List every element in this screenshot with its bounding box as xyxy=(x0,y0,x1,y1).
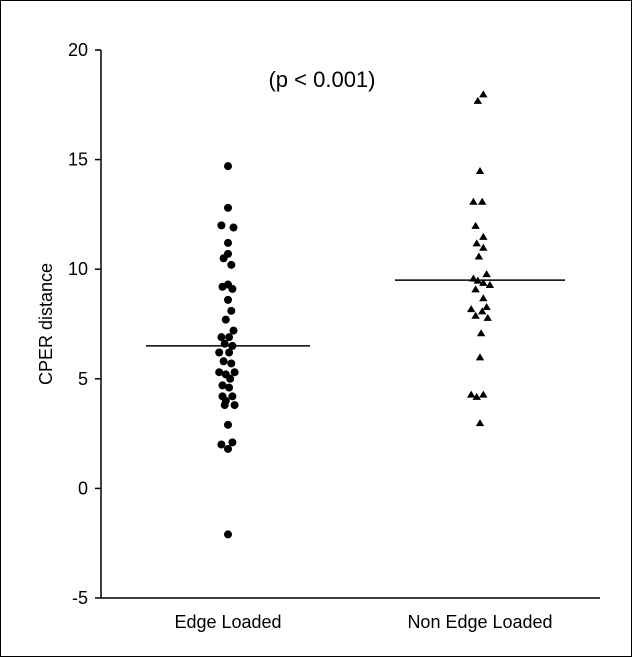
non-edge-loaded-point xyxy=(475,353,485,361)
edge-loaded-point xyxy=(224,420,232,429)
edge-loaded-point xyxy=(217,440,226,449)
data-points xyxy=(215,90,495,539)
edge-loaded-point xyxy=(217,333,226,342)
non-edge-loaded-point xyxy=(471,285,480,293)
non-edge-loaded-point xyxy=(485,281,495,289)
edge-loaded-point xyxy=(220,401,229,410)
edge-loaded-point xyxy=(229,223,238,232)
non-edge-loaded-point xyxy=(479,243,488,251)
non-edge-loaded-point xyxy=(482,270,491,278)
y-axis-label: CPER distance xyxy=(36,263,56,385)
edge-loaded-point xyxy=(227,306,236,315)
edge-loaded-point xyxy=(228,284,237,293)
y-tick-label: 5 xyxy=(78,369,88,389)
edge-loaded-point xyxy=(215,348,224,357)
edge-loaded-point xyxy=(227,260,236,269)
edge-loaded-point xyxy=(224,444,232,453)
edge-loaded-point xyxy=(224,162,232,171)
edge-loaded-point xyxy=(217,221,226,230)
edge-loaded-point xyxy=(224,295,232,304)
edge-loaded-point xyxy=(215,368,224,377)
non-edge-loaded-point xyxy=(471,311,480,319)
non-edge-loaded-point xyxy=(479,90,488,98)
edge-loaded-point xyxy=(227,359,236,368)
non-edge-loaded-point xyxy=(482,302,491,310)
p-value-annotation: (p < 0.001) xyxy=(268,67,375,92)
y-tick-label: 10 xyxy=(68,259,88,279)
edge-loaded-point xyxy=(224,530,232,539)
non-edge-loaded-point xyxy=(469,197,478,205)
edge-loaded-point xyxy=(219,357,228,366)
edge-loaded-point xyxy=(224,203,232,212)
non-edge-loaded-point xyxy=(479,390,488,398)
edge-loaded-point xyxy=(221,315,230,324)
non-edge-loaded-point xyxy=(467,305,476,313)
non-edge-loaded-point xyxy=(478,197,487,205)
non-edge-loaded-point xyxy=(475,167,485,175)
non-edge-loaded-point xyxy=(479,232,488,240)
category-labels: Edge Loaded Non Edge Loaded xyxy=(174,612,552,632)
axes xyxy=(100,50,600,599)
edge-loaded-point xyxy=(224,238,232,247)
edge-loaded-point xyxy=(225,333,234,342)
edge-loaded-point xyxy=(228,438,237,447)
edge-loaded-point xyxy=(218,381,227,390)
non-edge-loaded-point xyxy=(483,313,492,321)
y-tick-label: 0 xyxy=(78,478,88,498)
non-edge-loaded-point xyxy=(474,252,484,260)
non-edge-loaded-point xyxy=(478,307,487,315)
edge-loaded-point xyxy=(225,383,234,392)
non-edge-loaded-point xyxy=(473,96,482,104)
non-edge-loaded-point xyxy=(471,221,480,229)
edge-loaded-point xyxy=(229,326,238,335)
edge-loaded-point xyxy=(226,374,235,383)
edge-loaded-point xyxy=(218,282,227,291)
y-tick-label: -5 xyxy=(72,588,88,608)
edge-loaded-point xyxy=(225,348,234,357)
non-edge-loaded-point xyxy=(479,278,488,286)
non-edge-loaded-point xyxy=(475,419,485,427)
x-category-label: Non Edge Loaded xyxy=(407,612,552,632)
non-edge-loaded-point xyxy=(476,329,486,337)
non-edge-loaded-point xyxy=(479,294,488,302)
edge-loaded-point xyxy=(228,392,237,401)
non-edge-loaded-point xyxy=(467,390,476,398)
edge-loaded-point xyxy=(230,368,239,377)
y-tick-label: 15 xyxy=(68,150,88,170)
non-edge-loaded-point xyxy=(472,239,481,247)
y-ticks: -5 0 5 10 15 20 xyxy=(68,40,101,608)
x-category-label: Edge Loaded xyxy=(174,612,281,632)
edge-loaded-point xyxy=(230,401,239,410)
mean-lines xyxy=(146,279,565,347)
edge-loaded-point xyxy=(219,254,228,263)
non-edge-loaded-point xyxy=(472,392,481,400)
y-tick-label: 20 xyxy=(68,40,88,60)
